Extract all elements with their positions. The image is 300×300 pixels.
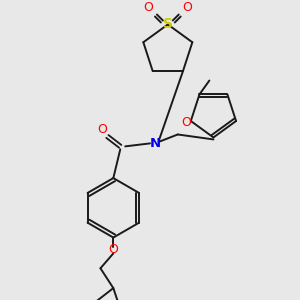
- Text: O: O: [98, 123, 107, 136]
- Text: O: O: [143, 1, 153, 14]
- Text: O: O: [183, 1, 193, 14]
- Text: O: O: [108, 243, 118, 256]
- Text: N: N: [149, 137, 161, 150]
- Text: O: O: [181, 116, 191, 128]
- Text: S: S: [163, 17, 173, 32]
